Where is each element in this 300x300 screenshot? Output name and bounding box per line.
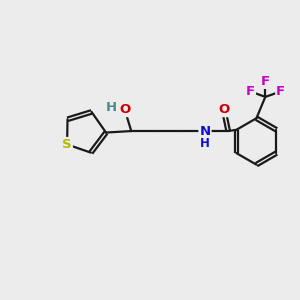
Text: H: H <box>106 101 117 114</box>
Text: O: O <box>218 103 229 116</box>
Text: F: F <box>276 85 285 98</box>
Text: F: F <box>246 85 255 98</box>
Text: N: N <box>200 124 211 138</box>
Text: O: O <box>119 103 130 116</box>
Text: F: F <box>261 75 270 88</box>
Text: S: S <box>62 138 72 151</box>
Text: H: H <box>200 137 210 150</box>
